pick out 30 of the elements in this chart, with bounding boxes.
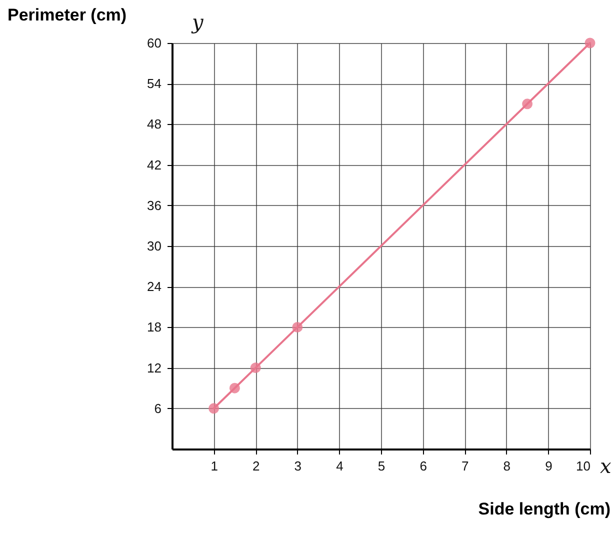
y-tick-label: 18 (147, 320, 162, 335)
y-tick-label: 54 (147, 76, 162, 92)
x-tick-label: 5 (378, 458, 386, 474)
x-tick-label: 2 (252, 458, 260, 474)
point (229, 382, 240, 394)
point (250, 362, 261, 374)
point (584, 38, 596, 48)
text: x (600, 454, 612, 478)
x-tick-label: 9 (545, 458, 552, 474)
y-tick-label: 6 (154, 400, 162, 416)
y-axis-title: Perimeter (cm) (8, 6, 127, 24)
y-tick-label: 48 (147, 116, 162, 132)
x-tick-label: 10 (576, 458, 590, 474)
y-tick-label: 30 (147, 238, 162, 254)
y-tick-label: 24 (147, 279, 162, 294)
text: y (191, 10, 204, 34)
y-tick-label: 36 (147, 198, 162, 213)
x-tick-label: 7 (461, 458, 469, 474)
y-tick-label: 12 (147, 360, 162, 376)
y-tick-label: 60 (147, 36, 162, 50)
x-axis-title: Side length (cm) (478, 500, 610, 518)
point (292, 322, 303, 332)
x-tick-label: 4 (336, 458, 344, 474)
x-tick-label: 6 (420, 458, 427, 474)
point (522, 98, 533, 110)
point (208, 403, 220, 414)
x-tick-label: 1 (210, 458, 218, 474)
y-tick-label: 42 (147, 157, 162, 172)
x-tick-label: 8 (503, 458, 511, 474)
x-tick-label: 3 (294, 458, 302, 474)
